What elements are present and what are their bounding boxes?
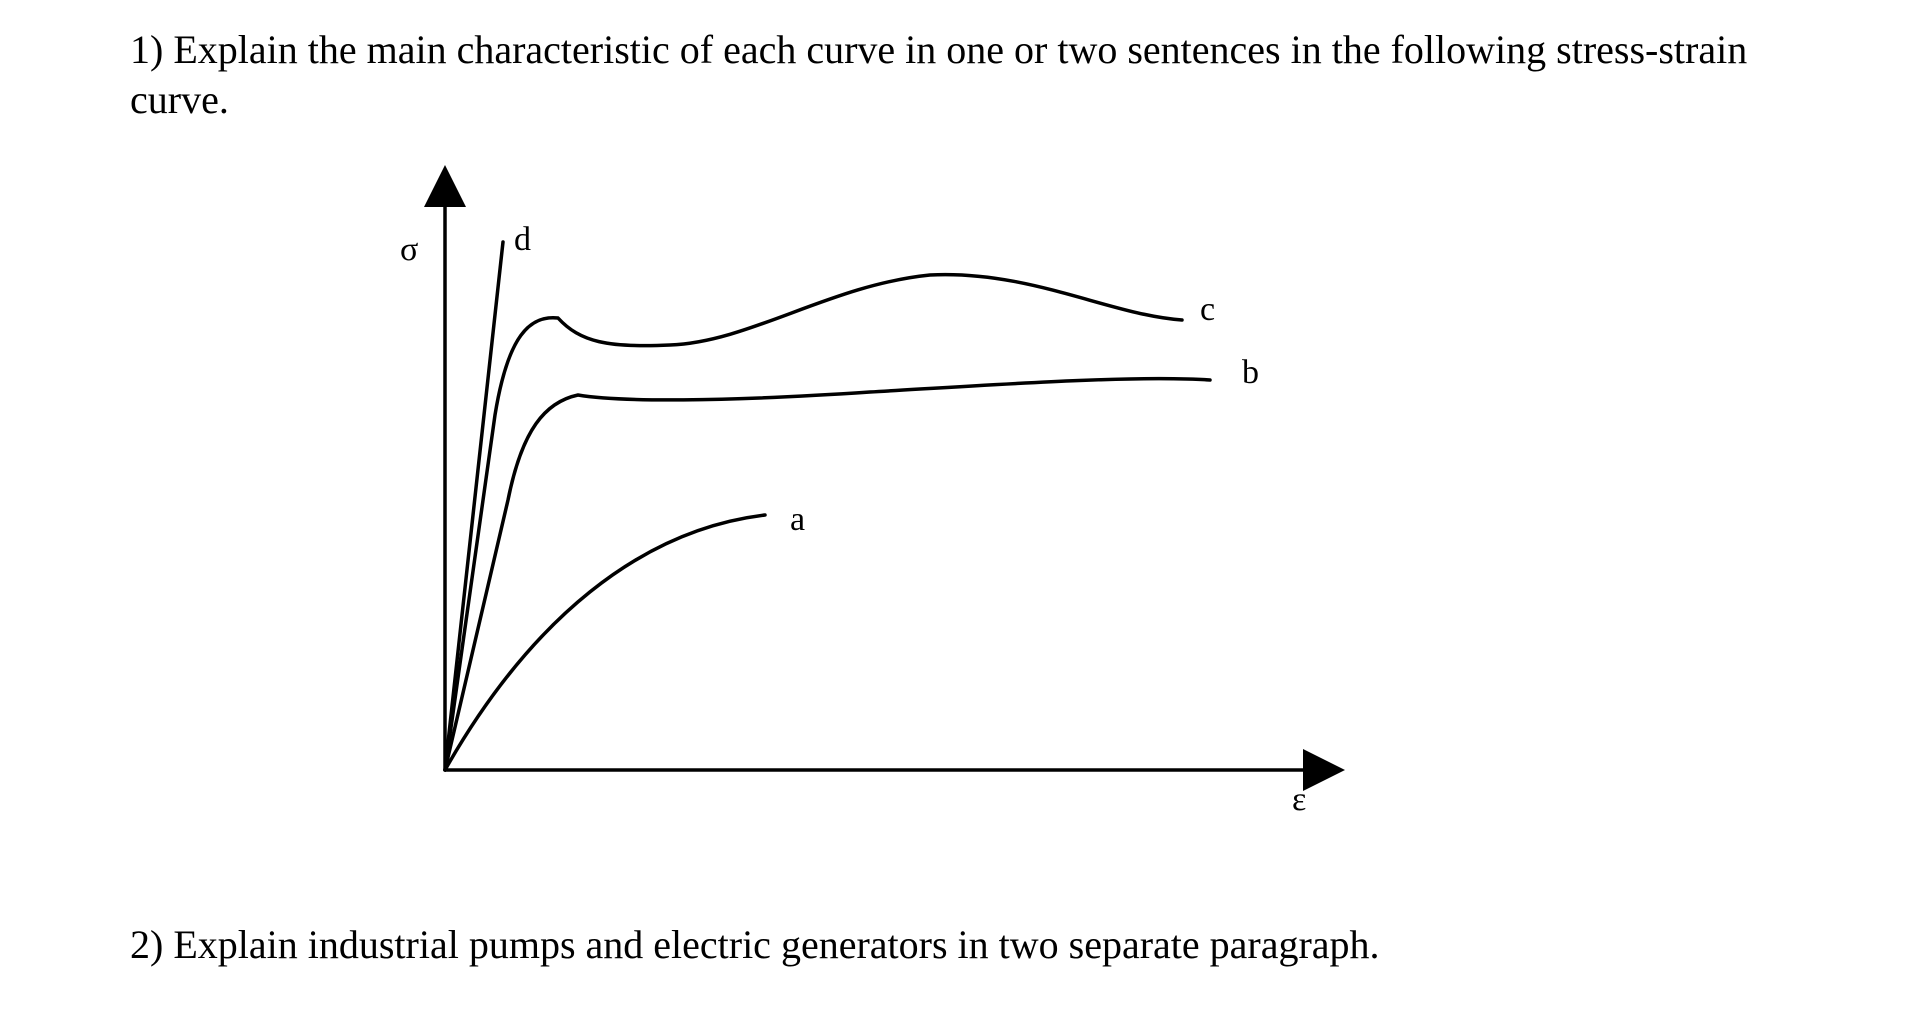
curve-label-c: c: [1200, 291, 1215, 328]
curve-label-b: b: [1242, 354, 1259, 391]
page: { "questions": { "q1": "1) Explain the m…: [0, 0, 1928, 1017]
curve-a: [445, 515, 765, 770]
curve-b: [445, 379, 1210, 770]
curves-group: a bc d: [445, 221, 1259, 770]
curve-label-d: d: [514, 221, 531, 258]
question-2-text: 2) Explain industrial pumps and electric…: [130, 920, 1810, 970]
curve-c: [445, 275, 1182, 770]
stress-strain-chart: σ ε a bc d: [390, 170, 1390, 870]
y-axis-label-sigma: σ: [400, 231, 418, 268]
question-1-text: 1) Explain the main characteristic of ea…: [130, 25, 1810, 125]
x-axis-label-epsilon: ε: [1292, 781, 1306, 818]
curve-label-a: a: [790, 501, 805, 538]
stress-strain-svg: σ ε a bc d: [390, 170, 1390, 870]
